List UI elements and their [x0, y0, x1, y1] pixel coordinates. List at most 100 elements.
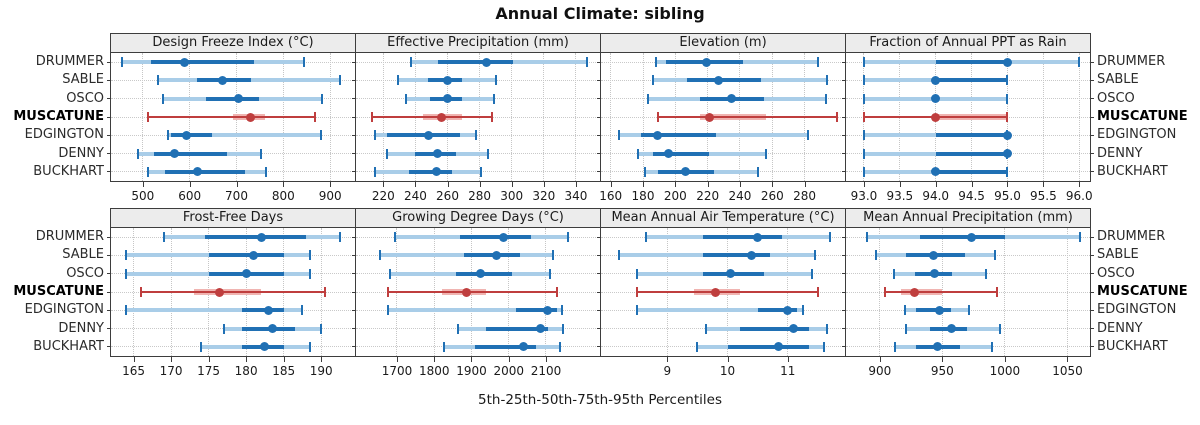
row-label-buckhart: BUCKHART	[33, 338, 104, 354]
row-axis-tick	[107, 171, 111, 173]
iqr-band-denny	[652, 151, 710, 156]
median-dot-edgington	[423, 130, 433, 140]
row-axis-tick	[597, 254, 601, 256]
iqr-band-edgington	[170, 133, 212, 138]
row-axis-tick	[842, 346, 846, 348]
whisker-cap	[996, 287, 999, 297]
whisker-cap	[862, 112, 865, 122]
axis-tick	[643, 182, 644, 187]
whisker-cap	[862, 148, 865, 159]
whisker-cap	[125, 250, 127, 261]
x-axis-fraction-of-annual-ppt-as-rain: 93.0 93.5 94.0 94.5 95.0 95.5 96.0	[846, 182, 1093, 208]
axis-tick	[772, 182, 774, 187]
median-dot-drummer	[498, 232, 508, 242]
iqr-band-sable	[935, 78, 1008, 83]
whisker-cap	[636, 287, 639, 297]
row-axis-tick	[842, 98, 846, 100]
axis-tick-label: 2000	[493, 364, 524, 378]
whisker-cap	[985, 268, 988, 279]
median-dot-muscatune	[704, 112, 714, 122]
whisker-cap	[875, 250, 878, 261]
row-axis-tick	[107, 98, 111, 100]
whisker-cap	[125, 268, 127, 279]
row-axis-tick	[352, 273, 356, 275]
whisker-cap	[636, 305, 639, 316]
row-axis-tick	[597, 309, 601, 311]
whisker-cap	[404, 93, 407, 104]
panel-strip-title: Mean Annual Precipitation (mm)	[863, 210, 1073, 225]
median-dot-denny	[267, 324, 277, 334]
whisker-cap	[643, 166, 646, 177]
whisker-cap	[1006, 75, 1009, 86]
whisker-cap	[338, 232, 341, 243]
panel-strip-elevation-m: Elevation (m)	[600, 33, 846, 53]
iqr-band-sable	[703, 253, 770, 258]
whisker-cap	[548, 268, 551, 279]
axis-tick	[863, 182, 865, 187]
axis-tick	[171, 357, 173, 362]
row-guide	[356, 134, 600, 136]
whisker-cap	[140, 287, 143, 297]
axis-tick	[1043, 182, 1045, 187]
row-label-drummer: DRUMMER	[1097, 229, 1166, 245]
axis-tick	[479, 182, 481, 187]
row-axis-tick	[597, 98, 601, 100]
median-dot-sable	[929, 250, 939, 260]
axis-tick	[321, 357, 323, 362]
median-dot-sable	[747, 250, 757, 260]
whisker-cap	[862, 166, 865, 177]
median-dot-edgington	[935, 305, 945, 315]
median-dot-osco	[931, 94, 941, 104]
whisker-cap	[824, 93, 827, 104]
axis-tick-label: 340	[564, 189, 588, 203]
whisker-cap	[993, 250, 996, 261]
whisker-cap	[494, 75, 497, 86]
row-label-edgington: EDGINGTON	[24, 127, 104, 143]
axis-tick-label: 260	[760, 189, 784, 203]
axis-tick	[1079, 182, 1081, 187]
iqr-band-denny	[739, 326, 809, 331]
axis-tick	[787, 357, 789, 362]
median-dot-drummer	[180, 57, 190, 67]
iqr-band-edgington	[516, 308, 558, 313]
axis-tick	[804, 182, 806, 187]
row-axis-tick	[107, 134, 111, 136]
whisker-cap	[822, 341, 825, 352]
axis-tick-label: 180	[234, 364, 258, 378]
iqr-band-denny	[153, 151, 228, 156]
whisker-cap	[835, 112, 838, 122]
median-dot-drummer	[481, 57, 491, 67]
row-label-edgington: EDGINGTON	[1097, 302, 1177, 318]
whisker-cap	[137, 148, 140, 159]
range-5-95-denny	[863, 151, 1008, 156]
row-axis-tick	[842, 171, 846, 173]
axis-tick	[739, 182, 741, 187]
whisker-cap	[586, 57, 589, 68]
row-axis-tick	[107, 254, 111, 256]
row-axis-tick	[842, 254, 846, 256]
row-label-buckhart: BUCKHART	[33, 163, 104, 179]
row-axis-tick	[107, 309, 111, 311]
axis-tick-label: 320	[532, 189, 556, 203]
median-dot-muscatune	[710, 287, 720, 297]
axis-tick-label: 1800	[418, 364, 450, 378]
whisker-cap	[486, 148, 489, 159]
whisker-cap	[264, 166, 267, 177]
whisker-cap	[705, 323, 708, 334]
iqr-band-sable	[686, 78, 761, 83]
row-axis-tick	[1090, 328, 1094, 330]
whisker-cap	[813, 250, 816, 261]
row-axis-tick	[352, 79, 356, 81]
axis-tick	[1067, 357, 1069, 362]
iqr-band-edgington	[935, 133, 1008, 138]
whisker-cap	[120, 57, 123, 68]
whisker-cap	[696, 341, 699, 352]
whisker-cap	[457, 323, 460, 334]
whisker-cap	[323, 287, 326, 297]
median-dot-edgington	[181, 130, 191, 140]
iqr-band-buckhart	[727, 344, 809, 349]
whisker-cap	[905, 323, 908, 334]
iqr-band-buckhart	[408, 169, 453, 174]
axis-tick-label: 240	[728, 189, 752, 203]
